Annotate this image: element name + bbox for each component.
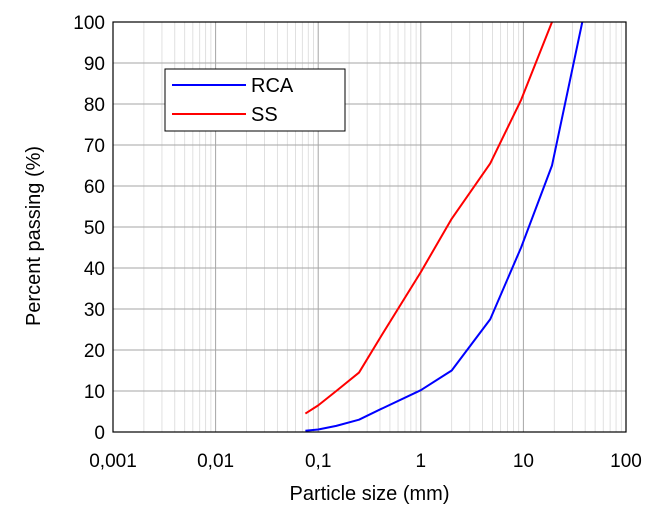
y-tick-label: 90 (84, 54, 105, 75)
x-tick-label: 10 (513, 451, 534, 472)
y-tick-label: 20 (84, 341, 105, 362)
y-tick-label: 70 (84, 136, 105, 157)
x-tick-label: 0,1 (305, 451, 331, 472)
y-tick-label: 40 (84, 259, 105, 280)
legend: RCA SS (164, 68, 346, 132)
plot-area-frame (112, 21, 627, 433)
x-tick-label: 1 (416, 451, 427, 472)
y-tick-label: 100 (73, 13, 105, 34)
x-axis-tick-labels: 0,001 0,01 0,1 1 10 100 (89, 451, 642, 472)
x-tick-label: 100 (610, 451, 642, 472)
x-tick-label: 0,001 (89, 451, 137, 472)
series-lines (304, 21, 584, 432)
legend-label-rca: RCA (251, 75, 294, 97)
y-axis-title: Percent passing (%) (23, 146, 45, 326)
y-tick-label: 50 (84, 218, 105, 239)
series-line-rca (305, 21, 584, 432)
y-tick-label: 0 (94, 423, 105, 444)
y-axis-tick-labels: 0 10 20 30 40 50 60 70 80 90 100 (73, 13, 105, 444)
y-tick-label: 30 (84, 300, 105, 321)
legend-box (164, 68, 346, 132)
y-tick-label: 60 (84, 177, 105, 198)
x-tick-label: 0,01 (197, 451, 234, 472)
series-line-ss (304, 21, 553, 415)
x-axis-title: Particle size (mm) (289, 483, 449, 505)
legend-label-ss: SS (251, 104, 278, 126)
y-tick-label: 10 (84, 382, 105, 403)
y-tick-label: 80 (84, 95, 105, 116)
